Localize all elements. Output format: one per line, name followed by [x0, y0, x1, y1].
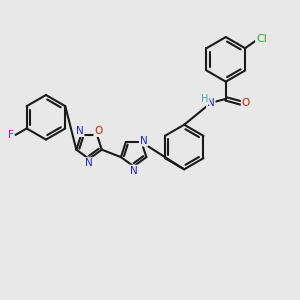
Text: O: O — [242, 98, 250, 108]
Text: N: N — [130, 166, 137, 176]
Text: N: N — [85, 158, 93, 168]
Text: N: N — [76, 126, 84, 136]
Text: H: H — [201, 94, 208, 104]
Text: O: O — [94, 126, 103, 136]
Text: N: N — [140, 136, 148, 146]
Text: N: N — [207, 98, 215, 108]
Text: F: F — [8, 130, 14, 140]
Text: Cl: Cl — [256, 34, 267, 44]
